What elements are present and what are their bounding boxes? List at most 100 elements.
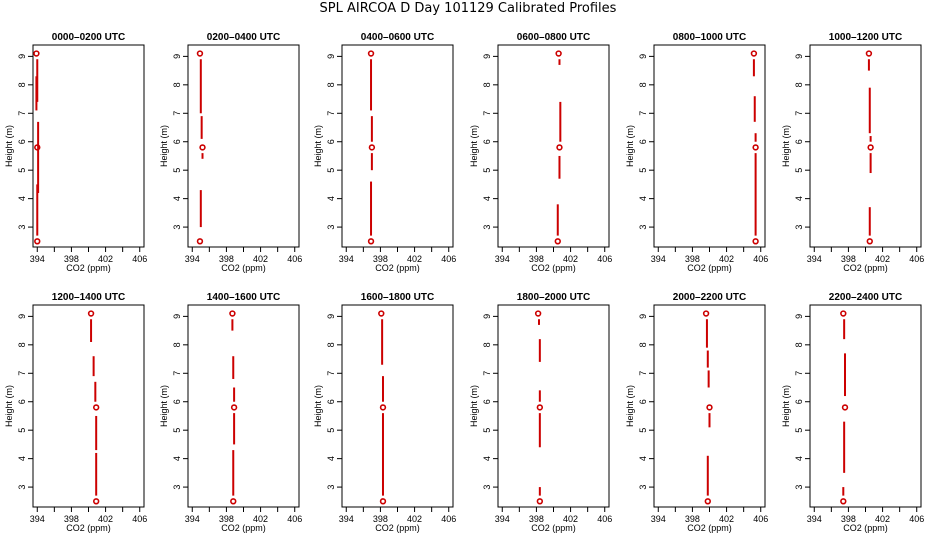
- y-tick-label: 4: [638, 456, 648, 461]
- panel-5: 0800–1000 UTC 394 398 402 406 CO2 (ppm) 3 4 5 6 7 8…: [625, 32, 768, 273]
- y-axis-label: Height (m): [4, 385, 14, 427]
- x-tick-label: 398: [219, 254, 234, 264]
- x-tick-label: 402: [719, 514, 734, 524]
- y-tick-label: 6: [794, 139, 804, 144]
- y-tick-label: 3: [638, 485, 648, 490]
- y-axis-label: Height (m): [625, 385, 635, 427]
- y-axis-label: Height (m): [159, 385, 169, 427]
- y-tick-label: 3: [17, 225, 27, 230]
- y-tick-label: 8: [794, 82, 804, 87]
- measurement-point: [536, 404, 544, 411]
- y-tick-label: 5: [326, 168, 336, 173]
- y-axis-label: Height (m): [313, 385, 323, 427]
- plot-frame: [497, 44, 610, 248]
- x-tick-label: 394: [30, 514, 45, 524]
- y-tick-label: 3: [172, 485, 182, 490]
- panel-2: 0200–0400 UTC 394 398 402 406 CO2 (ppm) 3 4 5 6 7 8…: [159, 32, 302, 273]
- y-axis-label: Height (m): [4, 125, 14, 167]
- measurement-point: [34, 238, 41, 245]
- measurement-point: [536, 498, 544, 505]
- y-tick-label: 8: [172, 82, 182, 87]
- y-tick-label: 7: [172, 371, 182, 376]
- y-tick-label: 8: [326, 82, 336, 87]
- measurement-point: [704, 498, 711, 505]
- x-tick-label: 402: [253, 254, 268, 264]
- y-axis-label: Height (m): [313, 125, 323, 167]
- y-tick-label: 6: [638, 399, 648, 404]
- plot-frame: [653, 44, 766, 248]
- y-tick-label: 9: [172, 314, 182, 319]
- measurement-point: [367, 50, 375, 57]
- x-axis-label: CO2 (ppm): [531, 523, 576, 533]
- x-tick-label: 406: [287, 254, 302, 264]
- measurement-point: [554, 238, 561, 245]
- x-tick-label: 394: [651, 254, 666, 264]
- measurement-point: [367, 238, 375, 245]
- y-tick-label: 9: [638, 314, 648, 319]
- x-tick-label: 406: [441, 514, 456, 524]
- x-tick-label: 398: [373, 514, 388, 524]
- x-tick-label: 402: [253, 514, 268, 524]
- x-axis-label: CO2 (ppm): [221, 523, 266, 533]
- measurement-point: [556, 144, 563, 151]
- plot-frame: [341, 304, 454, 508]
- y-tick-label: 3: [482, 485, 492, 490]
- y-tick-label: 4: [17, 456, 27, 461]
- x-tick-label: 398: [841, 514, 856, 524]
- y-tick-label: 4: [482, 456, 492, 461]
- y-axis-label: Height (m): [781, 385, 791, 427]
- panel-title: 1800–2000 UTC: [517, 292, 590, 303]
- y-tick-label: 8: [17, 342, 27, 347]
- panel-title: 2200–2400 UTC: [829, 292, 902, 303]
- y-tick-label: 8: [482, 82, 492, 87]
- y-tick-label: 7: [794, 371, 804, 376]
- y-tick-label: 3: [482, 225, 492, 230]
- x-axis-label: CO2 (ppm): [687, 263, 732, 273]
- panel-9: 1600–1800 UTC 394 398 402 406 CO2 (ppm) 3 4 5 6 7 8…: [313, 292, 456, 533]
- panel-11: 2000–2200 UTC 394 398 402 406 CO2 (ppm) 3 4 5 6 7 8…: [625, 292, 768, 533]
- measurement-point: [230, 498, 237, 505]
- y-tick-label: 6: [172, 399, 182, 404]
- x-tick-label: 402: [719, 254, 734, 264]
- y-tick-label: 7: [794, 111, 804, 116]
- y-tick-label: 5: [638, 168, 648, 173]
- x-tick-label: 398: [529, 254, 544, 264]
- x-tick-label: 398: [373, 254, 388, 264]
- y-tick-label: 7: [638, 111, 648, 116]
- x-tick-label: 398: [219, 514, 234, 524]
- measurement-point: [555, 50, 562, 57]
- plot-frame: [809, 44, 922, 248]
- panel-6: 1000–1200 UTC 394 398 402 406 CO2 (ppm) 3 4 5 6 7 8…: [781, 32, 924, 273]
- y-tick-label: 9: [326, 314, 336, 319]
- measurement-point: [841, 404, 849, 411]
- measurement-point: [706, 404, 713, 411]
- y-tick-label: 3: [638, 225, 648, 230]
- y-tick-label: 6: [482, 139, 492, 144]
- x-tick-label: 406: [909, 514, 924, 524]
- y-tick-label: 6: [326, 399, 336, 404]
- panel-title: 0800–1000 UTC: [673, 32, 746, 43]
- x-axis-label: CO2 (ppm): [531, 263, 576, 273]
- y-tick-label: 4: [482, 196, 492, 201]
- x-tick-label: 402: [98, 254, 113, 264]
- measurement-point: [379, 404, 387, 411]
- x-axis-label: CO2 (ppm): [66, 263, 111, 273]
- measurement-point: [379, 498, 387, 505]
- panel-title: 0600–0800 UTC: [517, 32, 590, 43]
- y-tick-label: 7: [17, 371, 27, 376]
- y-tick-label: 7: [172, 111, 182, 116]
- y-tick-label: 9: [794, 54, 804, 59]
- y-tick-label: 5: [482, 168, 492, 173]
- x-axis-label: CO2 (ppm): [843, 263, 888, 273]
- measurement-point: [229, 310, 236, 317]
- measurement-point: [87, 310, 95, 317]
- measurement-point: [33, 50, 40, 57]
- y-tick-label: 8: [482, 342, 492, 347]
- panel-10: 1800–2000 UTC 394 398 402 406 CO2 (ppm) 3 4 5 6 7 8…: [469, 292, 612, 533]
- x-tick-label: 406: [132, 514, 147, 524]
- panel-8: 1400–1600 UTC 394 398 402 406 CO2 (ppm) 3 4 5 6 7 8…: [159, 292, 302, 533]
- x-tick-label: 398: [529, 514, 544, 524]
- y-tick-label: 5: [638, 428, 648, 433]
- panel-title: 0400–0600 UTC: [361, 32, 434, 43]
